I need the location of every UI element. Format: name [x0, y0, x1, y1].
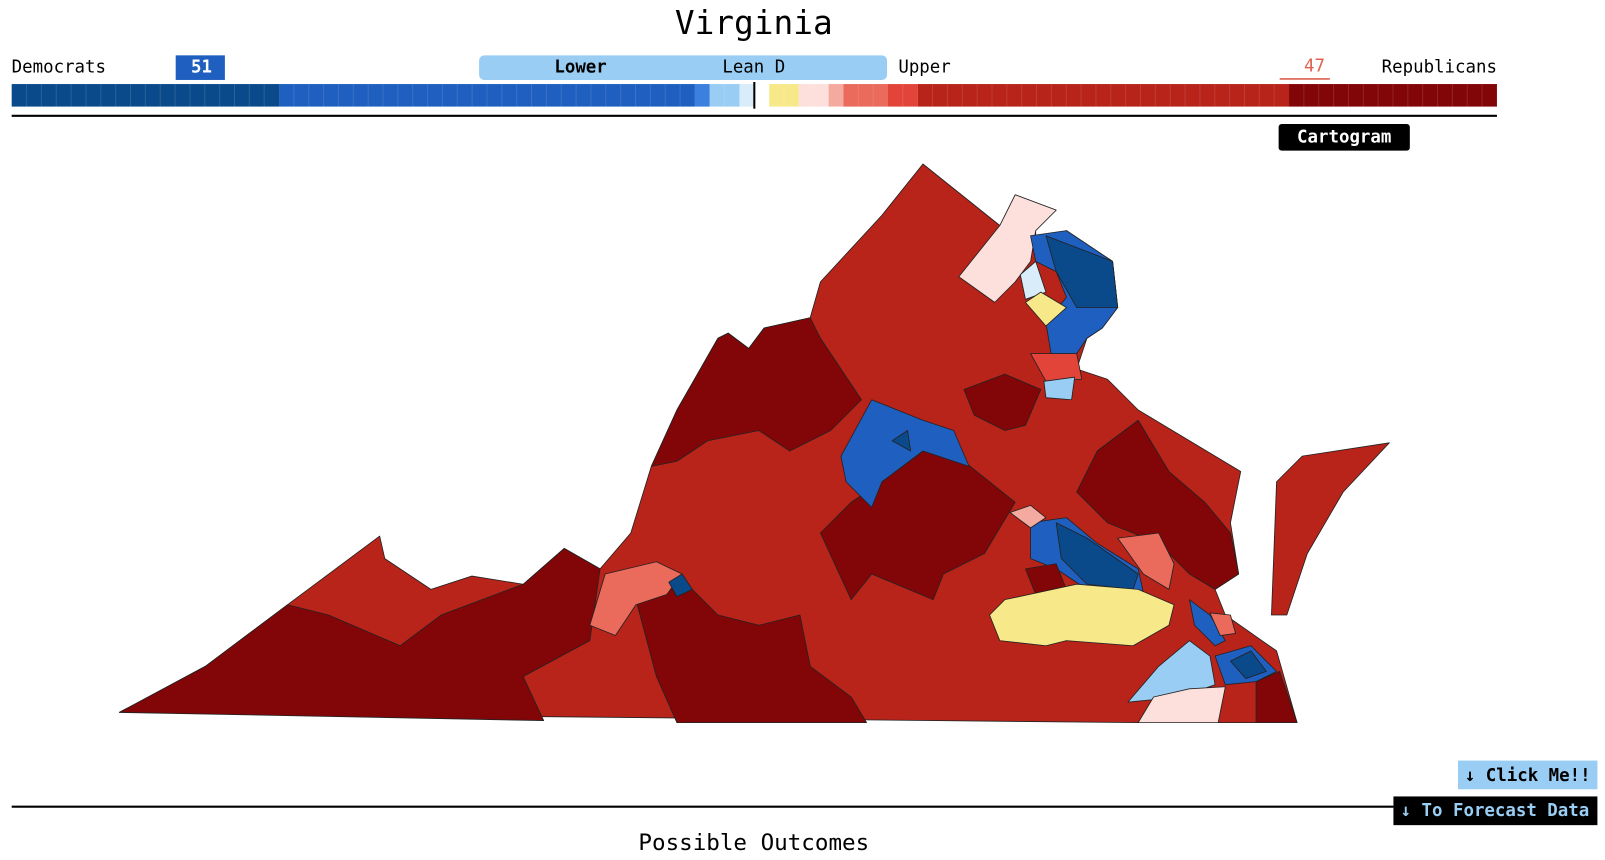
district	[1009, 504, 1047, 529]
district-map	[118, 163, 1390, 724]
right-party-label: Republicans	[1382, 58, 1497, 78]
district	[1255, 670, 1298, 724]
lower-button[interactable]: Lower	[554, 58, 606, 78]
cartogram-label[interactable]: Cartogram	[1297, 127, 1391, 147]
seat-segment	[739, 84, 755, 107]
district	[118, 547, 601, 722]
district	[1209, 612, 1236, 636]
district	[963, 373, 1042, 431]
forecast-label[interactable]: ↓ To Forecast Data	[1401, 801, 1590, 821]
district	[1076, 419, 1240, 590]
seat-segment	[754, 84, 770, 107]
click-me-label[interactable]: ↓ Click Me!!	[1465, 766, 1591, 786]
district	[1030, 353, 1083, 382]
district	[958, 194, 1057, 303]
seat-segment	[828, 84, 844, 107]
district	[1019, 260, 1047, 300]
cartogram-button[interactable]	[1278, 124, 1410, 151]
left-seats: 51	[191, 58, 212, 78]
district	[989, 583, 1175, 647]
click-me-button[interactable]	[1458, 760, 1598, 790]
seat-segment	[694, 84, 710, 107]
seat-segment	[279, 84, 695, 107]
district	[1271, 442, 1390, 616]
district	[891, 430, 912, 452]
district	[668, 573, 693, 597]
upper-button[interactable]: Upper	[898, 58, 950, 78]
district	[840, 399, 970, 508]
left-seats-box	[175, 55, 225, 80]
state-title: Virginia	[675, 4, 833, 42]
seat-segment	[917, 84, 1290, 107]
left-party-label: Democrats	[12, 58, 106, 78]
seat-segment	[709, 84, 740, 107]
seat-segment	[11, 84, 280, 107]
seat-segment	[769, 84, 799, 107]
district	[1025, 291, 1067, 327]
district	[1045, 235, 1119, 308]
district	[650, 317, 862, 467]
section-title: Possible Outcomes	[638, 830, 869, 856]
district	[1230, 650, 1267, 679]
seat-segment	[887, 84, 918, 107]
seat-segment	[843, 84, 888, 107]
seat-segment	[798, 84, 829, 107]
rating-label: Lean D	[722, 58, 785, 78]
district	[1117, 532, 1175, 590]
seat-segment	[1289, 84, 1497, 107]
district	[635, 583, 867, 724]
district	[1043, 376, 1076, 401]
right-seats: 47	[1304, 57, 1325, 77]
district	[1137, 686, 1226, 724]
chamber-toggle[interactable]	[479, 55, 888, 80]
district	[1189, 599, 1226, 647]
forecast-button[interactable]	[1393, 796, 1598, 826]
seat-bar	[11, 82, 1497, 109]
